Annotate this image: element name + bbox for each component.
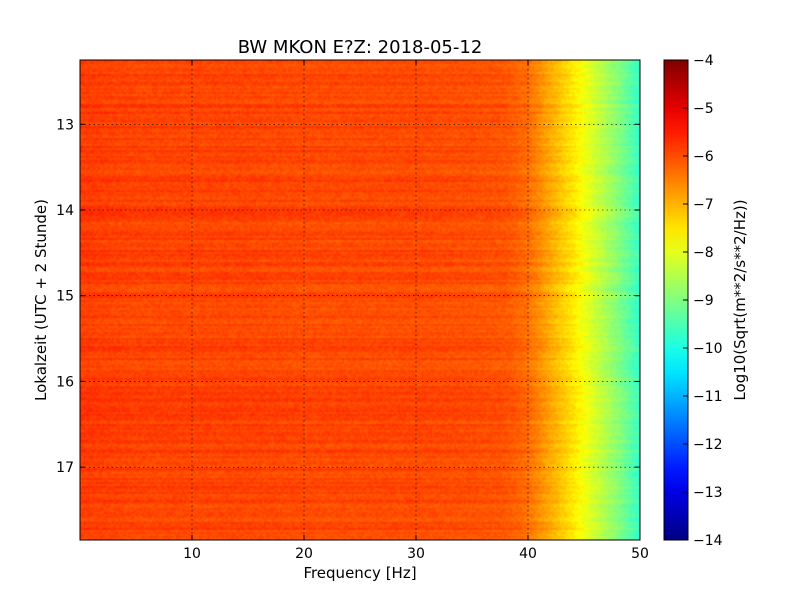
colorbar-tick-label: −4 xyxy=(693,53,714,69)
colorbar-tick-label: −8 xyxy=(693,245,714,261)
x-tick-label: 10 xyxy=(183,546,201,562)
colorbar: −4 −5 −6 −7 −8 −9 −10 −11 −12 −13 −14 Log10(Sqrt(m… xyxy=(663,53,749,549)
colorbar-label: Log10(Sqrt(m**2/s**2/Hz)) xyxy=(731,199,749,400)
x-tick-label: 50 xyxy=(631,546,649,562)
grid-lines xyxy=(80,60,640,540)
colorbar-tick-label: −9 xyxy=(693,293,714,309)
colorbar-tick-label: −5 xyxy=(693,101,714,117)
y-tick-label: 13 xyxy=(56,117,74,133)
chart-title: BW MKON E?Z: 2018-05-12 xyxy=(238,37,483,58)
colorbar-tick-label: −11 xyxy=(693,389,723,405)
spectrogram-raster xyxy=(80,60,640,540)
y-tick-label: 15 xyxy=(56,289,74,305)
x-axis-label: Frequency [Hz] xyxy=(303,564,416,582)
colorbar-tick-label: −6 xyxy=(693,149,714,165)
colorbar-tick-label: −10 xyxy=(693,341,723,357)
y-tick-label: 17 xyxy=(56,460,74,476)
y-axis-label: Lokalzeit (UTC + 2 Stunde) xyxy=(32,199,50,401)
colorbar-tick-label: −14 xyxy=(693,533,723,549)
x-tick-label: 40 xyxy=(519,546,537,562)
x-tick-label: 20 xyxy=(295,546,313,562)
y-tick-label: 14 xyxy=(56,203,74,219)
y-tick-label: 16 xyxy=(56,374,74,390)
colorbar-tick-label: −12 xyxy=(693,437,723,453)
x-axis-ticks: 10 20 30 40 50 xyxy=(183,60,649,562)
spectrogram-plot-area xyxy=(80,60,640,540)
y-axis-ticks: 13 14 15 16 17 xyxy=(56,117,640,476)
plot-frame xyxy=(79,59,641,541)
colorbar-ticks: −4 −5 −6 −7 −8 −9 −10 −11 −12 −13 −14 xyxy=(683,53,723,549)
colorbar-tick-label: −13 xyxy=(693,485,723,501)
x-tick-label: 30 xyxy=(407,546,425,562)
colorbar-tick-label: −7 xyxy=(693,197,714,213)
